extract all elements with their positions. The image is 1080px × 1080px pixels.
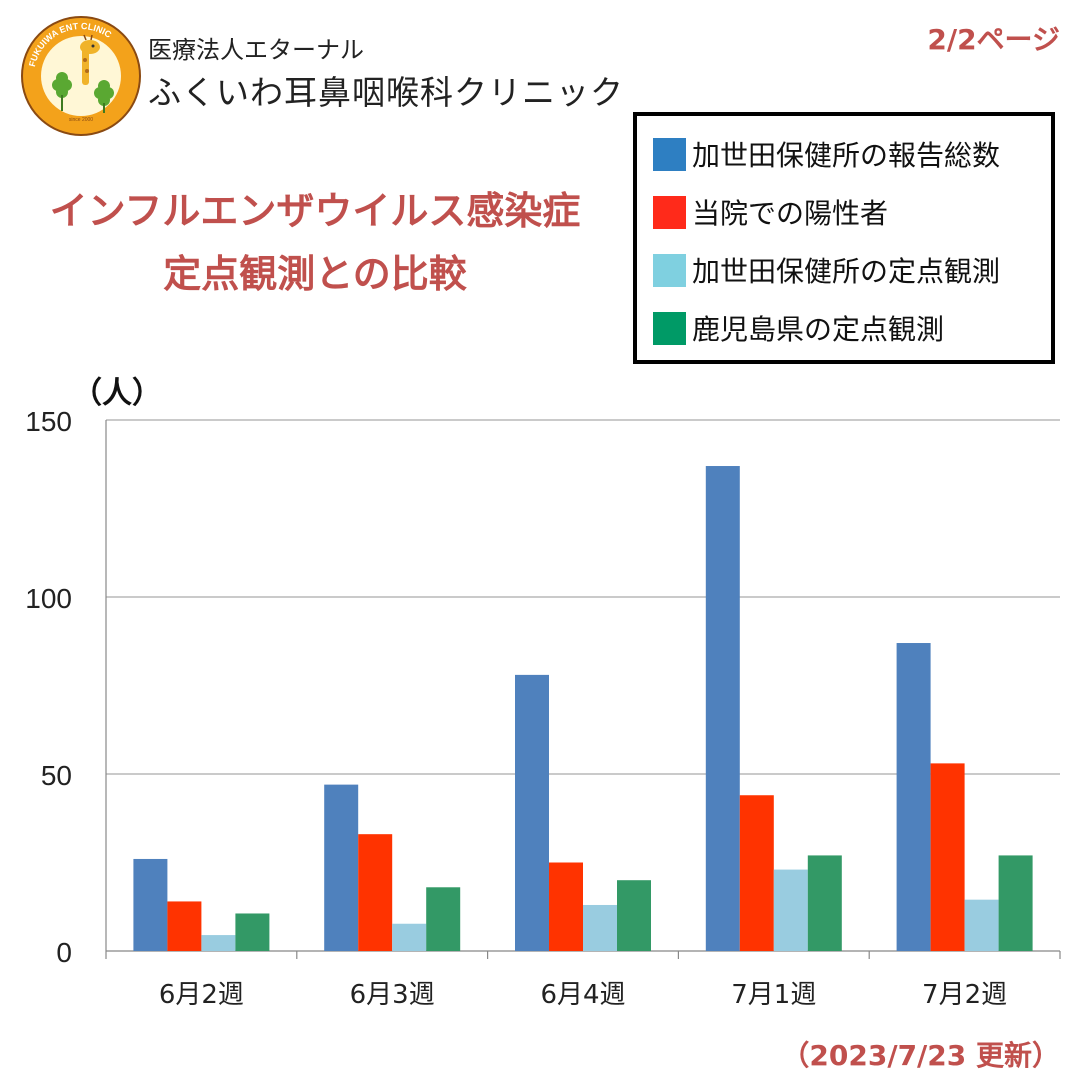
- bar: [133, 858, 168, 951]
- bar: [358, 834, 393, 951]
- bar: [426, 887, 461, 951]
- clinic-name: ふくいわ耳鼻咽喉科クリニック: [148, 73, 624, 112]
- legend-label: 鹿児島県の定点観測: [692, 313, 945, 346]
- legend-swatch: [653, 137, 686, 171]
- legend-swatch: [653, 253, 686, 287]
- org-name: 医療法人エターナル: [148, 36, 364, 64]
- bar-chart: 0 50 100 150 6月2週 6月3週 6月4週 7月1週 7月2週: [25, 406, 1061, 1010]
- chart-title-line2: 定点観測との比較: [163, 252, 467, 296]
- chart-legend: 加世田保健所の報告総数 当院での陽性者 加世田保健所の定点観測 鹿児島県の定点観…: [633, 112, 1055, 364]
- logo-since-text: since 2000: [69, 117, 93, 123]
- x-tick-label: 6月4週: [540, 980, 625, 1010]
- bar: [515, 674, 549, 951]
- page-indicator: 2/2ページ: [927, 23, 1060, 56]
- bar: [324, 784, 359, 951]
- legend-item-hokenjo-total: 加世田保健所の報告総数: [653, 134, 1000, 174]
- legend-swatch: [653, 311, 686, 345]
- bar: [896, 643, 931, 951]
- updated-date: （2023/7/23 更新）: [781, 1039, 1060, 1072]
- bar: [807, 855, 842, 951]
- legend-item-clinic-positive: 当院での陽性者: [653, 192, 888, 232]
- y-axis-unit-label: （人）: [72, 376, 162, 411]
- bar: [739, 795, 774, 951]
- x-tick-label: 7月2週: [922, 980, 1007, 1010]
- x-tick-label: 7月1週: [731, 980, 816, 1010]
- bar: [583, 904, 617, 951]
- chart-title-line1: インフルエンザウイルス感染症: [49, 189, 581, 233]
- bar: [617, 880, 651, 951]
- legend-label: 当院での陽性者: [692, 197, 889, 230]
- bar: [773, 869, 808, 951]
- y-tick-label: 150: [25, 406, 72, 437]
- y-tick-label: 100: [25, 583, 72, 614]
- legend-label: 加世田保健所の定点観測: [692, 255, 1001, 288]
- legend-item-hokenjo-sentinel: 加世田保健所の定点観測: [653, 250, 1000, 290]
- legend-label: 加世田保健所の報告総数: [692, 139, 1001, 172]
- y-tick-label: 0: [56, 937, 72, 968]
- clinic-logo: FUKUIWA ENT CLINIC since 2000: [21, 16, 141, 136]
- x-tick-label: 6月3週: [350, 980, 435, 1010]
- bar: [167, 901, 202, 951]
- bar: [392, 923, 427, 951]
- bar: [549, 862, 583, 951]
- bar: [201, 935, 236, 951]
- legend-item-kagoshima-sentinel: 鹿児島県の定点観測: [653, 308, 944, 348]
- legend-swatch: [653, 195, 686, 229]
- x-tick-label: 6月2週: [159, 980, 244, 1010]
- bar: [705, 466, 740, 951]
- y-tick-label: 50: [41, 760, 72, 791]
- bar: [235, 913, 270, 951]
- bar: [998, 855, 1033, 951]
- bar: [930, 763, 965, 951]
- bar: [964, 899, 999, 951]
